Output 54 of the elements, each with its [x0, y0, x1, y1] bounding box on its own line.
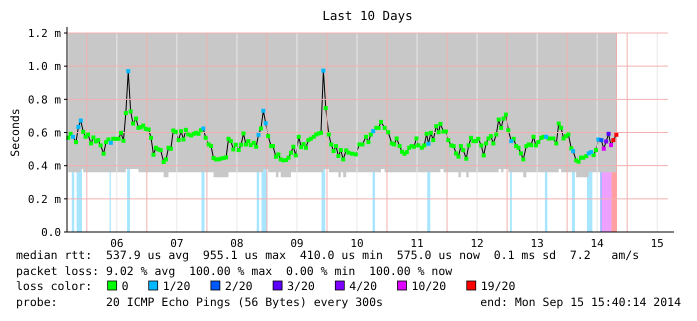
point — [589, 150, 594, 154]
legend-label: 4/20 — [349, 279, 378, 293]
x-tick-label: 12 — [470, 237, 484, 250]
point — [599, 138, 604, 142]
chart-title: Last 10 Days — [322, 8, 413, 23]
legend-label: 2/20 — [224, 279, 253, 293]
text: probe: 20 ICMP Echo Pings (56 Bytes) every 300s — [16, 295, 383, 309]
point — [371, 129, 376, 134]
point — [608, 143, 613, 148]
point — [108, 140, 113, 145]
y-tick-label: 0.0 — [41, 226, 61, 239]
point — [611, 138, 616, 142]
x-tick-label: 08 — [230, 237, 244, 250]
point — [604, 139, 608, 144]
point — [614, 132, 618, 137]
y-tick-label: 0.4 m — [28, 160, 62, 173]
x-tick-label: 15 — [650, 237, 664, 250]
x-tick-label: 10 — [350, 237, 364, 250]
point — [201, 126, 206, 131]
point — [261, 108, 266, 113]
x-tick-label: 11 — [410, 237, 424, 250]
point — [264, 121, 268, 126]
legend-label: 3/20 — [287, 279, 315, 293]
y-tick-label: 0.6 m — [28, 126, 62, 140]
point — [544, 134, 548, 139]
point — [606, 132, 611, 136]
point — [78, 118, 83, 123]
point — [321, 68, 326, 73]
x-tick-label: 09 — [290, 237, 304, 250]
x-tick-label: 07 — [170, 237, 184, 250]
point — [571, 149, 576, 154]
point — [126, 69, 130, 74]
text: packet loss: 9.02 % avg 100.00 % max 0.00 % min 100.00 % now — [16, 264, 452, 278]
y-tick-label: 0.8 m — [28, 93, 62, 106]
x-tick-label: 06 — [110, 237, 124, 250]
y-tick-label: 1.2 m — [28, 27, 62, 40]
legend-label: 19/20 — [480, 279, 516, 293]
point — [426, 142, 430, 146]
legend-label: 1/20 — [162, 279, 190, 293]
text: median rtt: 537.9 us avg 955.1 us max 410.0 us min 575.0 us now 0.1 ms sd 7.2 am/s — [16, 248, 640, 262]
y-tick-label: 0.2 m — [28, 192, 62, 206]
x-tick-label: 13 — [530, 237, 544, 250]
legend-label: 0 — [122, 279, 129, 293]
point — [71, 134, 76, 139]
point — [256, 132, 261, 137]
y-tick-label: 1.0 m — [28, 60, 62, 74]
legend-label: 10/20 — [412, 279, 446, 293]
point — [509, 139, 514, 144]
point — [76, 124, 80, 129]
x-tick-label: 14 — [590, 237, 604, 250]
legend-title: loss color: — [16, 279, 92, 293]
text: end: Mon Sep 15 15:40:14 2014 — [480, 295, 682, 309]
point — [602, 146, 606, 151]
y-axis-title: Seconds — [8, 108, 22, 157]
